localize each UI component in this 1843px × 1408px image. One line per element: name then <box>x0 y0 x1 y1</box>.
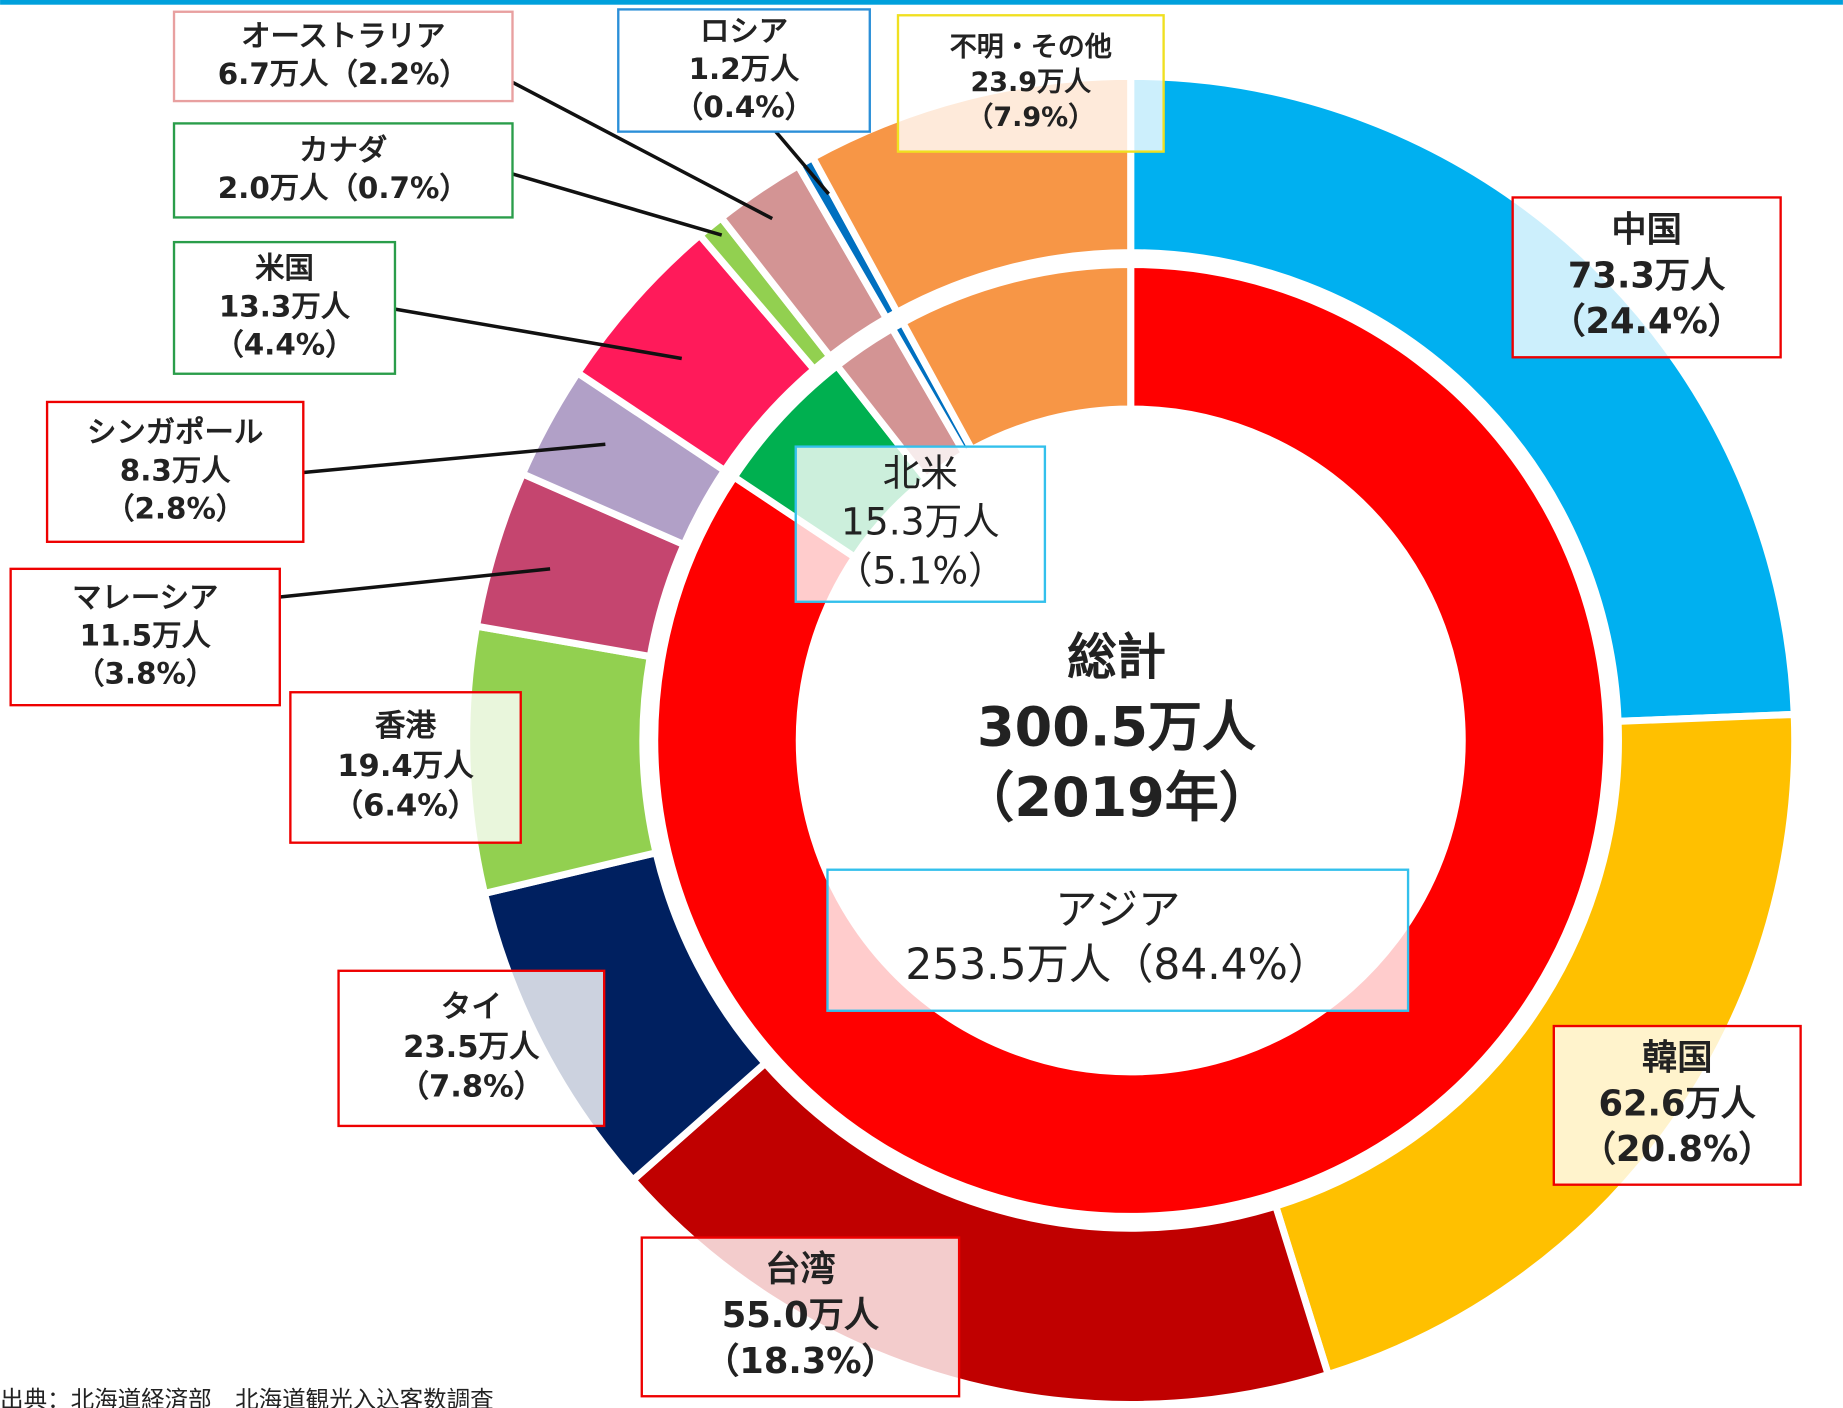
label-box <box>826 868 1410 1012</box>
label-box <box>172 122 514 219</box>
value-label: 11.5万人 <box>80 619 212 653</box>
value-label: 8.3万人 <box>120 453 231 487</box>
category-label: 韓国 <box>1642 1038 1713 1079</box>
label-box <box>9 567 281 707</box>
ring-segment <box>1271 710 1799 1379</box>
category-label: タイ <box>441 990 502 1025</box>
value-label: 6.7万人（2.2%） <box>218 57 469 91</box>
center-total: 300.5万人 <box>977 696 1256 759</box>
value-label: 2.0万人（0.7%） <box>218 171 469 205</box>
category-label: オーストラリア <box>241 19 445 53</box>
value-label: 13.3万人 <box>219 289 351 323</box>
category-label: 中国 <box>1611 210 1682 251</box>
label-box <box>896 14 1165 153</box>
category-label: 台湾 <box>765 1249 836 1290</box>
label-box <box>640 1236 961 1398</box>
category-label: シンガポール <box>87 415 263 449</box>
leader-line <box>511 80 774 221</box>
center-year: （2019年） <box>960 766 1273 829</box>
category-label: 不明・その他 <box>950 32 1112 63</box>
value-label: 73.3万人 <box>1568 255 1726 296</box>
ring-segment <box>1127 72 1798 725</box>
value-label: （20.8%） <box>1581 1129 1774 1170</box>
label-box <box>1552 1024 1802 1186</box>
category-label: ロシア <box>700 14 788 48</box>
category-label: アジア <box>1055 885 1180 934</box>
value-label: 1.2万人 <box>689 52 800 86</box>
label-box <box>1511 196 1782 359</box>
leader-line <box>279 567 551 599</box>
category-label: 米国 <box>255 251 314 285</box>
label-box <box>172 240 397 375</box>
value-label: （7.9%） <box>966 102 1095 133</box>
value-label: （6.4%） <box>333 789 479 824</box>
value-label: 55.0万人 <box>722 1295 880 1336</box>
value-label: 62.6万人 <box>1598 1083 1756 1124</box>
value-label: （7.8%） <box>398 1070 544 1105</box>
label-box <box>289 691 522 844</box>
leader-line <box>394 307 683 361</box>
category-label: 香港 <box>375 709 437 744</box>
ring-segment <box>897 260 1135 455</box>
source: 出典：北海道経済部 北海道観光入込客数調査 <box>0 1385 494 1408</box>
label-box <box>337 969 606 1128</box>
center-title: 総計 <box>1067 628 1166 686</box>
value-label: （24.4%） <box>1550 301 1743 342</box>
category-label: マレーシア <box>72 580 218 614</box>
value-label: （18.3%） <box>704 1341 897 1382</box>
value-label: （2.8%） <box>105 492 245 526</box>
leader-line <box>774 130 830 196</box>
value-label: 19.4万人 <box>337 749 474 784</box>
leader-line <box>303 442 606 475</box>
value-label: （3.8%） <box>75 657 215 691</box>
value-label: 253.5万人（84.4%） <box>905 940 1330 989</box>
leader-line <box>512 172 723 237</box>
value-label: 23.5万人 <box>403 1030 540 1065</box>
value-label: （5.1%） <box>835 549 1006 593</box>
value-label: （4.4%） <box>214 328 354 362</box>
top-rule <box>0 0 1843 5</box>
value-label: 23.9万人 <box>970 67 1091 98</box>
label-box <box>794 445 1047 603</box>
label-box <box>172 10 514 103</box>
label-box <box>617 8 871 133</box>
category-label: 北米 <box>883 451 958 495</box>
value-label: 15.3万人 <box>841 500 1000 544</box>
category-label: カナダ <box>299 133 387 167</box>
label-box <box>45 400 305 543</box>
value-label: （0.4%） <box>674 90 814 124</box>
